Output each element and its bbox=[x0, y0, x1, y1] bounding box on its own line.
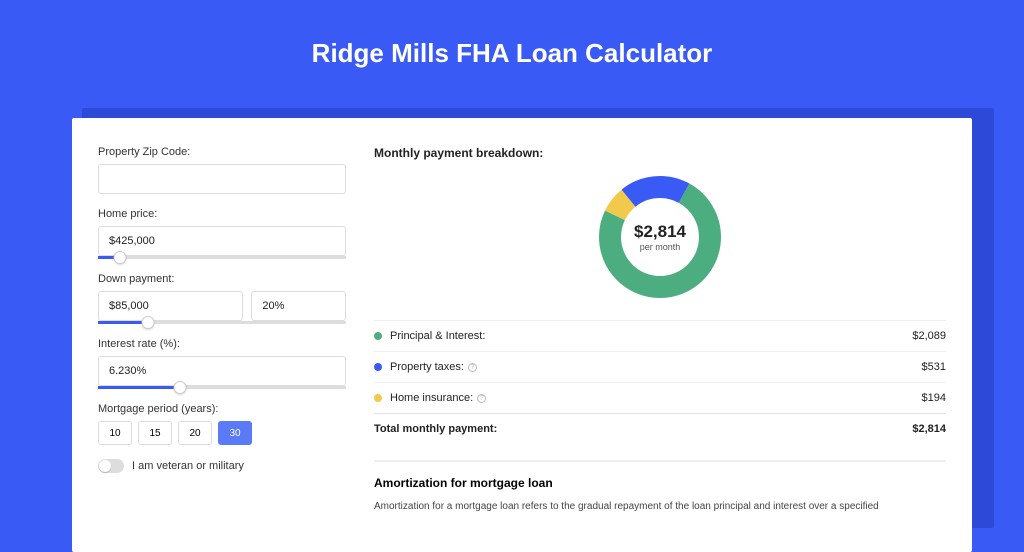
info-icon[interactable]: ? bbox=[477, 394, 486, 403]
home-price-field: Home price: bbox=[98, 208, 346, 259]
donut-wrap: $2,814 per month bbox=[374, 172, 946, 302]
zip-field: Property Zip Code: bbox=[98, 146, 346, 194]
legend-label: Home insurance: ? bbox=[390, 392, 486, 404]
legend-value: $531 bbox=[922, 361, 946, 373]
legend-value: $2,089 bbox=[912, 330, 946, 342]
breakdown-column: Monthly payment breakdown: $2,814 per mo… bbox=[374, 146, 946, 552]
down-payment-field: Down payment: bbox=[98, 273, 346, 324]
legend-dot bbox=[374, 332, 382, 340]
mortgage-period-label: Mortgage period (years): bbox=[98, 403, 346, 415]
calculator-panel: Property Zip Code: Home price: Down paym… bbox=[72, 118, 972, 552]
interest-rate-input[interactable] bbox=[98, 356, 346, 386]
legend-row: Home insurance: ? $194 bbox=[374, 382, 946, 413]
total-value: $2,814 bbox=[912, 423, 946, 435]
legend-label: Property taxes: ? bbox=[390, 361, 477, 373]
legend-row: Principal & Interest: $2,089 bbox=[374, 321, 946, 351]
interest-rate-label: Interest rate (%): bbox=[98, 338, 346, 350]
period-option-30[interactable]: 30 bbox=[218, 421, 252, 445]
zip-label: Property Zip Code: bbox=[98, 146, 346, 158]
info-icon[interactable]: ? bbox=[468, 363, 477, 372]
home-price-input[interactable] bbox=[98, 226, 346, 256]
form-column: Property Zip Code: Home price: Down paym… bbox=[98, 146, 346, 552]
down-payment-input[interactable] bbox=[98, 291, 243, 321]
period-option-10[interactable]: 10 bbox=[98, 421, 132, 445]
interest-rate-field: Interest rate (%): bbox=[98, 338, 346, 389]
donut-sub: per month bbox=[634, 242, 686, 252]
period-option-20[interactable]: 20 bbox=[178, 421, 212, 445]
down-payment-pct-input[interactable] bbox=[251, 291, 346, 321]
amortization-section: Amortization for mortgage loan Amortizat… bbox=[374, 460, 946, 514]
veteran-label: I am veteran or military bbox=[132, 460, 244, 472]
legend-dot bbox=[374, 363, 382, 371]
donut-chart: $2,814 per month bbox=[595, 172, 725, 302]
legend-dot bbox=[374, 394, 382, 402]
zip-input[interactable] bbox=[98, 164, 346, 194]
amortization-title: Amortization for mortgage loan bbox=[374, 476, 946, 490]
total-label: Total monthly payment: bbox=[374, 423, 497, 435]
legend-total-row: Total monthly payment: $2,814 bbox=[374, 413, 946, 444]
slider-thumb[interactable] bbox=[173, 381, 186, 394]
page-title: Ridge Mills FHA Loan Calculator bbox=[0, 0, 1024, 93]
down-payment-label: Down payment: bbox=[98, 273, 346, 285]
interest-rate-slider[interactable] bbox=[98, 386, 346, 389]
breakdown-header: Monthly payment breakdown: bbox=[374, 146, 946, 160]
home-price-slider[interactable] bbox=[98, 256, 346, 259]
home-price-label: Home price: bbox=[98, 208, 346, 220]
legend-row: Property taxes: ? $531 bbox=[374, 351, 946, 382]
veteran-toggle[interactable] bbox=[98, 459, 124, 473]
veteran-row: I am veteran or military bbox=[98, 459, 346, 473]
legend-label: Principal & Interest: bbox=[390, 330, 485, 342]
down-payment-slider[interactable] bbox=[98, 321, 346, 324]
donut-amount: $2,814 bbox=[634, 222, 686, 242]
period-option-15[interactable]: 15 bbox=[138, 421, 172, 445]
legend: Principal & Interest: $2,089 Property taxe… bbox=[374, 320, 946, 444]
slider-thumb[interactable] bbox=[114, 251, 127, 264]
slider-thumb[interactable] bbox=[141, 316, 154, 329]
legend-value: $194 bbox=[922, 392, 946, 404]
mortgage-period-field: Mortgage period (years): 10152030 bbox=[98, 403, 346, 445]
